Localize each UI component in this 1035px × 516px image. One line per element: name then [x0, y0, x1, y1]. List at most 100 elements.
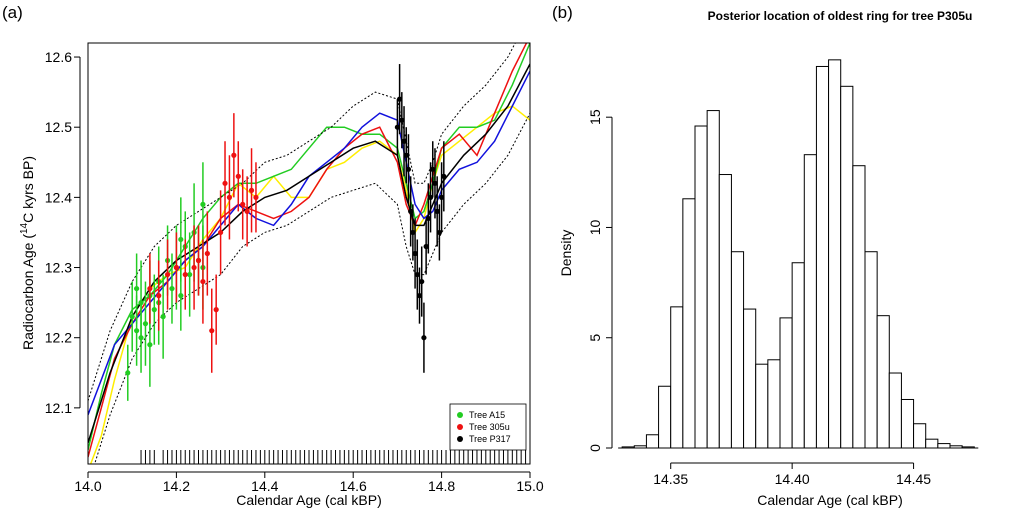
y-tick-label: 12.1 — [45, 400, 72, 416]
histogram-bar — [937, 443, 951, 449]
histogram-bar — [815, 65, 830, 449]
histogram-bar — [633, 445, 647, 449]
data-point — [195, 257, 202, 264]
x-tick-label: 14.6 — [340, 478, 367, 494]
histogram-bar — [864, 251, 878, 449]
histogram-bar — [900, 398, 915, 449]
data-point — [401, 138, 407, 144]
histogram-bar — [852, 165, 866, 449]
legend-marker-p317 — [457, 436, 463, 442]
panel-b-x-label: Calendar Age (cal kBP) — [757, 492, 903, 508]
panel-b-bars — [618, 59, 979, 449]
histogram-bar — [730, 251, 745, 449]
data-point — [240, 201, 246, 207]
panel-a: (a) 14.0 14.2 14.4 14.6 14.8 15.0 12.112.212.… — [2, 3, 544, 508]
data-point — [169, 285, 175, 292]
data-point — [209, 328, 215, 334]
data-point — [129, 314, 135, 320]
y-tick-label: 0 — [587, 444, 603, 452]
histogram-bar — [755, 363, 769, 449]
panel-b-label: (b) — [552, 3, 573, 22]
data-point — [200, 201, 206, 207]
curve-5 — [88, 43, 516, 402]
x-tick-label: 14.35 — [653, 471, 688, 487]
histogram-bar — [840, 85, 854, 449]
histogram-bar — [961, 446, 975, 449]
histogram-bar — [718, 174, 732, 449]
histogram-bar — [888, 372, 902, 449]
data-point — [427, 194, 434, 200]
data-point — [434, 208, 440, 214]
panel-b-y-label: Density — [558, 230, 574, 277]
panel-a-y-axis: 12.1 12.2 12.3 12.4 12.5 12.6 — [45, 49, 81, 416]
y-tick-label: 12.2 — [45, 330, 72, 346]
panel-a-legend: Tree A15 Tree 305u Tree P317 — [449, 403, 527, 451]
data-point — [408, 208, 414, 214]
legend-marker-305u — [457, 424, 463, 430]
data-point — [213, 307, 219, 313]
data-point — [178, 236, 184, 243]
data-point — [397, 96, 403, 102]
histogram-bar — [645, 434, 660, 449]
curve-3 — [88, 70, 530, 416]
data-point — [436, 229, 442, 236]
data-point — [439, 194, 445, 200]
histogram-bar — [925, 438, 939, 449]
data-point — [421, 335, 427, 341]
y-tick-label: 12.6 — [45, 49, 72, 65]
data-point — [164, 271, 171, 278]
histogram-bar — [743, 308, 757, 449]
histogram-bar — [682, 198, 696, 449]
histogram-bar — [803, 154, 817, 449]
data-point — [151, 307, 157, 313]
data-point — [244, 208, 250, 214]
y-label-rest: C kyrs BP) — [20, 156, 36, 223]
legend-label-p317: Tree P317 — [469, 434, 511, 444]
panel-b-x-axis: 14.35 14.40 14.45 — [653, 462, 931, 487]
panel-a-rug — [140, 450, 527, 464]
panel-b: (b) Posterior location of oldest ring fo… — [552, 3, 979, 508]
data-point — [253, 194, 259, 200]
curve-4 — [88, 63, 530, 444]
x-tick-label: 14.2 — [163, 478, 190, 494]
legend-label-305u: Tree 305u — [469, 422, 510, 432]
curve-2 — [88, 43, 528, 458]
data-point — [147, 342, 153, 348]
histogram-bar — [767, 359, 781, 449]
data-point — [187, 271, 193, 278]
y-label-main: Radiocarbon Age ( — [20, 234, 36, 350]
data-point — [160, 314, 166, 320]
histogram-bar — [791, 262, 805, 449]
data-point — [134, 328, 140, 334]
x-tick-label: 14.8 — [428, 478, 455, 494]
data-point — [394, 124, 400, 130]
data-point — [432, 180, 438, 186]
legend-marker-a15 — [457, 412, 463, 418]
panel-a-label: (a) — [2, 3, 23, 22]
x-tick-label: 14.0 — [74, 478, 101, 494]
data-point — [405, 166, 412, 172]
data-point — [412, 250, 418, 257]
legend-label-a15: Tree A15 — [469, 410, 505, 420]
y-tick-label: 5 — [587, 334, 603, 342]
panel-a-y-label: Radiocarbon Age (14C kyrs BP) — [19, 156, 36, 350]
data-point — [423, 243, 429, 250]
y-tick-label: 12.5 — [45, 119, 72, 135]
data-point — [142, 321, 149, 327]
data-point — [125, 370, 131, 376]
data-point — [430, 166, 436, 172]
data-point — [138, 335, 144, 341]
histogram-bar — [828, 59, 842, 449]
data-point — [441, 173, 447, 179]
curve-1 — [88, 43, 530, 451]
data-point — [134, 285, 140, 292]
x-tick-label: 14.4 — [251, 478, 278, 494]
data-point — [178, 293, 184, 299]
histogram-bar — [913, 423, 927, 449]
data-point — [403, 152, 409, 158]
data-point — [182, 271, 188, 278]
panel-a-points — [125, 64, 447, 401]
x-tick-label: 14.40 — [775, 471, 810, 487]
data-point — [231, 152, 237, 158]
